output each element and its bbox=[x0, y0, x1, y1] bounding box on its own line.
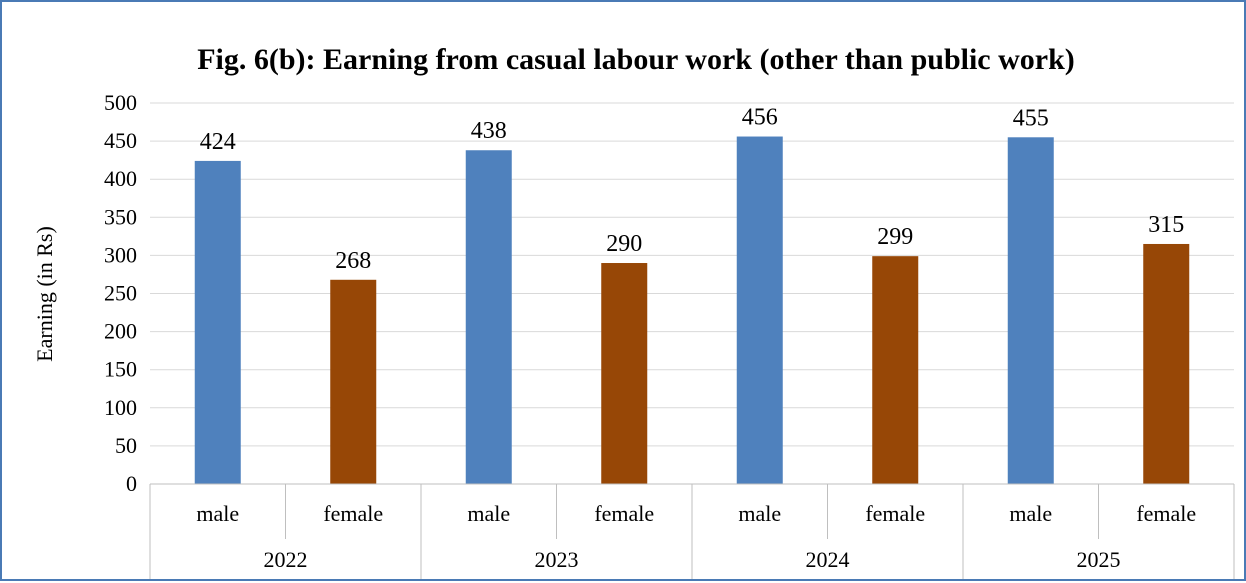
y-tick-label: 0 bbox=[126, 471, 137, 496]
bar-2022-female bbox=[330, 279, 377, 484]
bar-2023-male bbox=[465, 150, 512, 484]
y-axis-title: Earning (in Rs) bbox=[32, 226, 57, 362]
y-tick-label: 150 bbox=[104, 357, 137, 382]
x-year-label: 2022 bbox=[264, 547, 308, 572]
x-category-label: female bbox=[1136, 501, 1196, 526]
x-category-label: female bbox=[865, 501, 925, 526]
y-tick-label: 450 bbox=[104, 128, 137, 153]
y-tick-label: 200 bbox=[104, 319, 137, 344]
bars bbox=[194, 136, 1190, 485]
x-category-label: male bbox=[738, 501, 781, 526]
x-category-label: female bbox=[594, 501, 654, 526]
y-tick-label: 350 bbox=[104, 204, 137, 229]
y-tick-label: 50 bbox=[115, 433, 137, 458]
data-label: 315 bbox=[1148, 212, 1184, 238]
x-year-label: 2024 bbox=[806, 547, 850, 572]
y-tick-label: 250 bbox=[104, 281, 137, 306]
bar-2024-female bbox=[872, 256, 919, 484]
bar-2025-male bbox=[1007, 137, 1054, 485]
x-year-label: 2023 bbox=[535, 547, 579, 572]
data-labels: 424 268 438 290 456 299 455 315 bbox=[200, 105, 1185, 274]
y-tick-label: 100 bbox=[104, 395, 137, 420]
data-label: 268 bbox=[335, 248, 371, 274]
x-category-label: female bbox=[323, 501, 383, 526]
x-year-label: 2025 bbox=[1077, 547, 1121, 572]
y-tick-label: 500 bbox=[104, 90, 137, 115]
gridlines bbox=[150, 102, 1234, 447]
bar-2023-female bbox=[601, 263, 648, 484]
y-tick-label: 300 bbox=[104, 242, 137, 267]
data-label: 456 bbox=[742, 105, 778, 131]
y-axis-ticks: 0 50 100 150 200 250 300 350 400 450 500 bbox=[104, 90, 137, 496]
bar-2025-female bbox=[1143, 243, 1190, 484]
y-tick-label: 400 bbox=[104, 166, 137, 191]
bar-2024-male bbox=[736, 136, 783, 484]
x-category-label: male bbox=[467, 501, 510, 526]
data-label: 438 bbox=[471, 118, 507, 144]
x-axis: male female 2022 male female 2023 male female 20… bbox=[149, 483, 1235, 579]
x-category-label: male bbox=[1009, 501, 1052, 526]
data-label: 424 bbox=[200, 129, 236, 155]
data-label: 299 bbox=[877, 224, 913, 250]
chart-title: Fig. 6(b): Earning from casual labour wo… bbox=[197, 43, 1075, 76]
bar-2022-male bbox=[194, 160, 241, 485]
x-category-label: male bbox=[196, 501, 239, 526]
data-label: 455 bbox=[1013, 105, 1049, 131]
data-label: 290 bbox=[606, 231, 642, 257]
